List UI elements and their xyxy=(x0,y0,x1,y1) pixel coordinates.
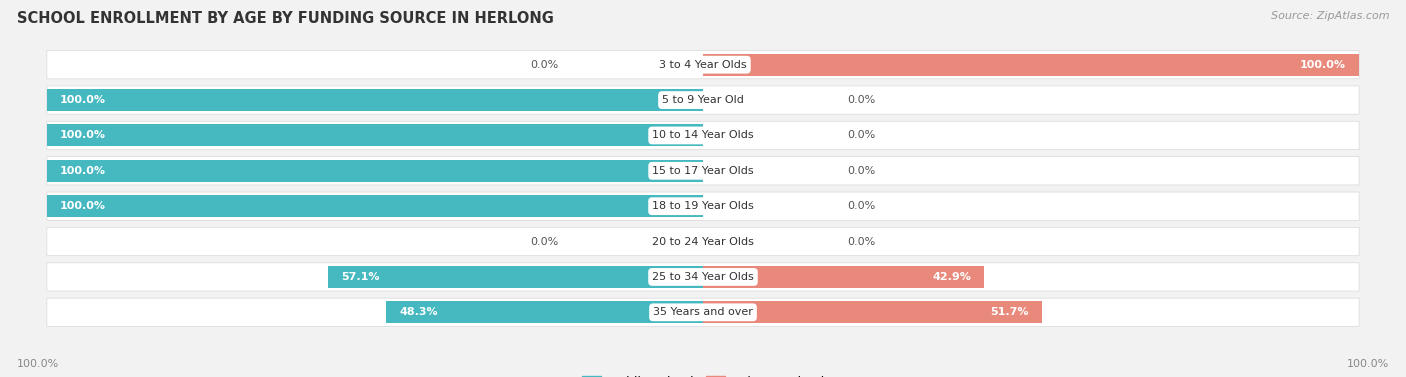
Text: 20 to 24 Year Olds: 20 to 24 Year Olds xyxy=(652,236,754,247)
Text: 100.0%: 100.0% xyxy=(60,166,105,176)
Text: 42.9%: 42.9% xyxy=(932,272,972,282)
Text: 15 to 17 Year Olds: 15 to 17 Year Olds xyxy=(652,166,754,176)
Text: SCHOOL ENROLLMENT BY AGE BY FUNDING SOURCE IN HERLONG: SCHOOL ENROLLMENT BY AGE BY FUNDING SOUR… xyxy=(17,11,554,26)
Bar xyxy=(46,89,703,111)
Text: 100.0%: 100.0% xyxy=(17,359,59,369)
Text: 0.0%: 0.0% xyxy=(848,166,876,176)
Bar xyxy=(46,195,703,217)
Text: 100.0%: 100.0% xyxy=(1301,60,1346,70)
Text: 100.0%: 100.0% xyxy=(60,95,105,105)
Bar xyxy=(387,301,703,323)
Text: 0.0%: 0.0% xyxy=(848,130,876,141)
FancyBboxPatch shape xyxy=(46,192,1360,220)
FancyBboxPatch shape xyxy=(46,121,1360,150)
Text: 51.7%: 51.7% xyxy=(991,307,1029,317)
Text: 3 to 4 Year Olds: 3 to 4 Year Olds xyxy=(659,60,747,70)
Text: 0.0%: 0.0% xyxy=(530,236,558,247)
FancyBboxPatch shape xyxy=(46,51,1360,79)
Text: 5 to 9 Year Old: 5 to 9 Year Old xyxy=(662,95,744,105)
FancyBboxPatch shape xyxy=(46,227,1360,256)
Text: 10 to 14 Year Olds: 10 to 14 Year Olds xyxy=(652,130,754,141)
Text: 0.0%: 0.0% xyxy=(848,236,876,247)
Bar xyxy=(703,266,984,288)
Text: 48.3%: 48.3% xyxy=(399,307,437,317)
Text: 0.0%: 0.0% xyxy=(848,201,876,211)
Text: 18 to 19 Year Olds: 18 to 19 Year Olds xyxy=(652,201,754,211)
Text: 100.0%: 100.0% xyxy=(1347,359,1389,369)
Text: 0.0%: 0.0% xyxy=(530,60,558,70)
Text: 25 to 34 Year Olds: 25 to 34 Year Olds xyxy=(652,272,754,282)
Bar xyxy=(46,160,703,182)
Legend: Public School, Private School: Public School, Private School xyxy=(582,375,824,377)
Bar xyxy=(329,266,703,288)
FancyBboxPatch shape xyxy=(46,86,1360,114)
Text: 57.1%: 57.1% xyxy=(342,272,380,282)
Text: 100.0%: 100.0% xyxy=(60,130,105,141)
Text: 100.0%: 100.0% xyxy=(60,201,105,211)
Bar xyxy=(703,54,1360,76)
FancyBboxPatch shape xyxy=(46,298,1360,326)
Bar xyxy=(703,301,1042,323)
FancyBboxPatch shape xyxy=(46,157,1360,185)
Text: 35 Years and over: 35 Years and over xyxy=(652,307,754,317)
Text: Source: ZipAtlas.com: Source: ZipAtlas.com xyxy=(1271,11,1389,21)
FancyBboxPatch shape xyxy=(46,263,1360,291)
Text: 0.0%: 0.0% xyxy=(848,95,876,105)
Bar xyxy=(46,124,703,146)
